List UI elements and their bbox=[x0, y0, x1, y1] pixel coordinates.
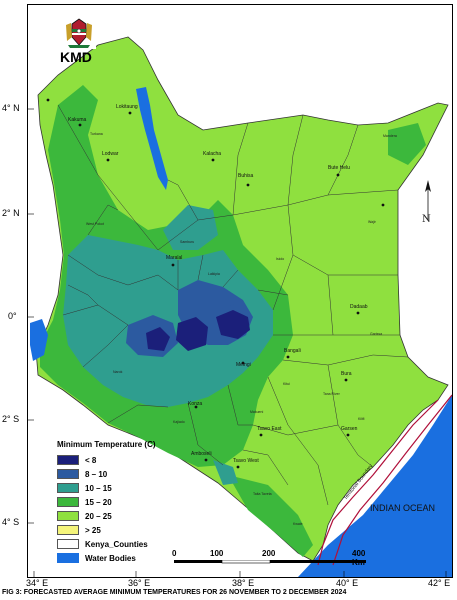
svg-text:N: N bbox=[422, 214, 431, 225]
indian-ocean bbox=[298, 365, 452, 577]
town-label: Bura bbox=[341, 371, 352, 377]
town-label: Dadaab bbox=[350, 304, 368, 310]
svg-text:Narok: Narok bbox=[113, 370, 123, 374]
legend-swatch bbox=[57, 483, 79, 493]
zone-below-8-c bbox=[146, 327, 170, 351]
zone-15-20-south bbox=[228, 475, 313, 557]
town-label: Garsen bbox=[341, 426, 358, 432]
svg-text:Samburu: Samburu bbox=[180, 240, 194, 244]
scale-bar-graphic bbox=[174, 560, 366, 564]
town-label: Kalacha bbox=[203, 151, 221, 157]
latitude-label: 4° N bbox=[2, 103, 20, 113]
legend-label: < 8 bbox=[85, 455, 97, 465]
legend-label: 10 – 15 bbox=[85, 483, 112, 493]
legend-item: 10 – 15 bbox=[57, 481, 167, 495]
graticule-ticks bbox=[28, 108, 447, 577]
legend-swatch bbox=[57, 497, 79, 507]
longitude-label: 40° E bbox=[336, 578, 359, 588]
svg-text:Makueni: Makueni bbox=[250, 410, 263, 414]
legend: Minimum Temperature (C) < 8 8 – 10 10 – … bbox=[57, 440, 167, 565]
legend-item: > 25 bbox=[57, 523, 167, 537]
zone-10-15-south bbox=[213, 460, 238, 485]
town-labels: Lokitaung Kakuma Lodwar Kalacha Buhisa B… bbox=[68, 104, 368, 464]
svg-text:Wajir: Wajir bbox=[368, 220, 377, 224]
town-label: Lokitaung bbox=[116, 104, 138, 110]
longitude-label: 42° E bbox=[428, 578, 451, 588]
svg-text:Isiolo: Isiolo bbox=[276, 257, 284, 261]
zone-below-8-b bbox=[176, 317, 208, 351]
north-arrow-icon: N bbox=[422, 180, 431, 225]
lake-turkana bbox=[136, 87, 168, 190]
county-boundaries bbox=[57, 104, 409, 506]
legend-swatch bbox=[57, 455, 79, 465]
zone-below-8-a bbox=[216, 310, 250, 339]
town-label: Konza bbox=[188, 401, 202, 407]
figure-caption: FIG 3: FORECASTED AVERAGE MINIMUM TEMPER… bbox=[2, 589, 347, 596]
town-label: Kakuma bbox=[68, 117, 87, 123]
legend-label: 15 – 20 bbox=[85, 497, 112, 507]
latitude-label: 0° bbox=[8, 311, 17, 321]
latitude-label: 2° N bbox=[2, 208, 20, 218]
zone-15-20-northeast bbox=[388, 123, 426, 165]
latitude-label: 4° S bbox=[2, 517, 20, 527]
svg-text:Turkana: Turkana bbox=[90, 132, 103, 136]
kenya-coat-of-arms-icon bbox=[62, 15, 96, 49]
longitude-label: 34° E bbox=[26, 578, 49, 588]
legend-swatch bbox=[57, 511, 79, 521]
legend-swatch bbox=[57, 525, 79, 535]
legend-item: 8 – 10 bbox=[57, 467, 167, 481]
legend-label: > 25 bbox=[85, 525, 101, 535]
legend-item: 20 – 25 bbox=[57, 509, 167, 523]
legend-item: 15 – 20 bbox=[57, 495, 167, 509]
legend-title: Minimum Temperature (C) bbox=[57, 440, 156, 449]
town-label: Lodwar bbox=[102, 151, 119, 157]
legend-swatch bbox=[57, 469, 79, 479]
legend-swatch bbox=[57, 539, 79, 549]
longitude-label: 38° E bbox=[232, 578, 255, 588]
town-label: Bangali bbox=[284, 348, 301, 354]
svg-text:Kwale: Kwale bbox=[293, 522, 303, 526]
zone-10-15-north bbox=[163, 205, 218, 250]
legend-item: Water Bodies bbox=[57, 551, 167, 565]
lake-victoria bbox=[30, 319, 48, 361]
scale-tick-label: 0 bbox=[172, 549, 177, 558]
territorial-boundary-line bbox=[317, 399, 439, 566]
scale-tick-label: 200 bbox=[262, 549, 276, 558]
town-markers bbox=[46, 98, 385, 469]
town-label: Maralal bbox=[166, 255, 182, 261]
territorial-boundary-outer bbox=[332, 394, 452, 566]
town-label: Bute Helu bbox=[328, 165, 350, 171]
kenya-temperature-map: Territorial Boundary INDIAN OCEAN Lokita… bbox=[28, 5, 452, 577]
county-labels: Mandera Wajir Garissa Turkana Isiolo Wes… bbox=[86, 132, 397, 526]
legend-label: Kenya_Counties bbox=[85, 539, 148, 549]
svg-text:Taita Taveta: Taita Taveta bbox=[253, 492, 272, 496]
svg-text:Kilifi: Kilifi bbox=[358, 417, 365, 421]
latitude-label: 2° S bbox=[2, 414, 20, 424]
svg-text:Garissa: Garissa bbox=[370, 332, 382, 336]
svg-text:Tana River: Tana River bbox=[323, 392, 341, 396]
longitude-label: 36° E bbox=[128, 578, 151, 588]
legend-swatch bbox=[57, 553, 79, 563]
agency-acronym: KMD bbox=[60, 49, 92, 65]
legend-item: Kenya_Counties bbox=[57, 537, 167, 551]
svg-text:Kitui: Kitui bbox=[283, 382, 290, 386]
legend-item: < 8 bbox=[57, 453, 167, 467]
svg-text:Kajiado: Kajiado bbox=[173, 420, 185, 424]
svg-text:Laikipia: Laikipia bbox=[208, 272, 220, 276]
legend-label: 8 – 10 bbox=[85, 469, 108, 479]
svg-text:Mandera: Mandera bbox=[383, 134, 397, 138]
town-label: Tsavo West bbox=[233, 458, 259, 464]
town-label: Meingi bbox=[236, 362, 251, 368]
ocean-label: INDIAN OCEAN bbox=[370, 503, 435, 513]
legend-label: 20 – 25 bbox=[85, 511, 112, 521]
town-label: Amboseli bbox=[191, 451, 212, 457]
scale-tick-label: 100 bbox=[210, 549, 224, 558]
map-frame: Territorial Boundary INDIAN OCEAN Lokita… bbox=[27, 4, 453, 578]
town-label: Buhisa bbox=[238, 173, 254, 179]
svg-text:West Pokot: West Pokot bbox=[86, 222, 104, 226]
legend-label: Water Bodies bbox=[85, 553, 136, 563]
town-label: Tsavo East bbox=[257, 426, 282, 432]
